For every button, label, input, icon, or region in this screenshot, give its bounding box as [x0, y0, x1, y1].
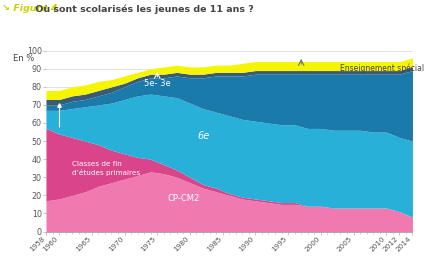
Text: En %: En % [13, 54, 34, 63]
Text: Classes de fin
d’études primaires: Classes de fin d’études primaires [72, 161, 140, 176]
Text: 6e: 6e [197, 131, 209, 141]
Text: ↘ Figure 4: ↘ Figure 4 [2, 4, 58, 13]
Text: CP-CM2: CP-CM2 [167, 195, 199, 203]
Text: Où sont scolarisés les jeunes de 11 ans ?: Où sont scolarisés les jeunes de 11 ans … [32, 4, 254, 13]
Text: Enseignement spécial: Enseignement spécial [341, 64, 424, 73]
Text: 5e- 3e: 5e- 3e [144, 79, 170, 88]
